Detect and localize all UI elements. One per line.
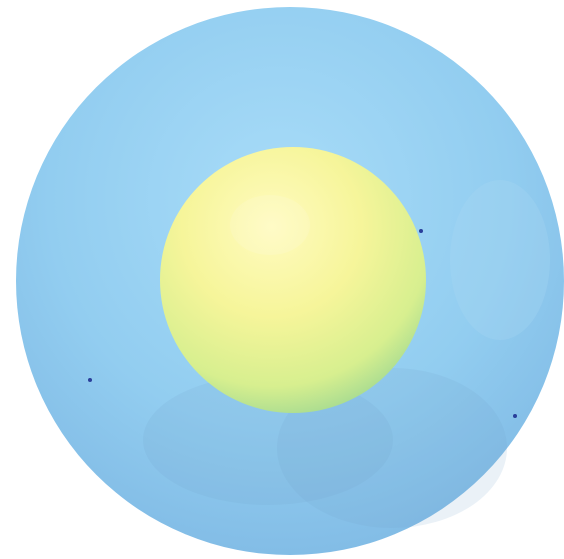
highlight-ellipse bbox=[450, 180, 550, 340]
inner-sphere bbox=[160, 147, 426, 413]
point bbox=[513, 414, 517, 418]
shadow-ellipse bbox=[277, 368, 507, 528]
specular-highlight bbox=[230, 195, 310, 255]
point bbox=[88, 378, 92, 382]
point bbox=[419, 229, 423, 233]
